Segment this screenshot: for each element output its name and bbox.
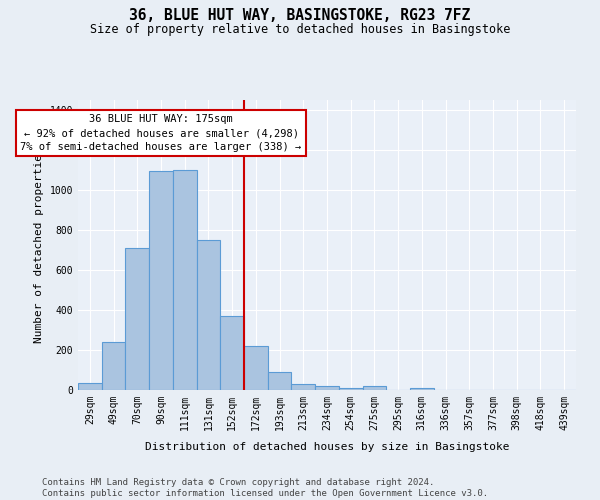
Text: Contains HM Land Registry data © Crown copyright and database right 2024.
Contai: Contains HM Land Registry data © Crown c… bbox=[42, 478, 488, 498]
Bar bbox=[244, 346, 268, 390]
Bar bbox=[197, 240, 220, 390]
Bar bbox=[339, 388, 362, 390]
Text: Size of property relative to detached houses in Basingstoke: Size of property relative to detached ho… bbox=[90, 22, 510, 36]
Bar bbox=[102, 342, 125, 390]
Bar bbox=[149, 171, 173, 390]
Bar bbox=[78, 383, 102, 390]
Bar bbox=[125, 248, 149, 390]
Bar bbox=[315, 386, 339, 390]
Bar bbox=[220, 316, 244, 390]
Bar bbox=[292, 384, 315, 390]
Bar bbox=[410, 388, 434, 390]
Text: Distribution of detached houses by size in Basingstoke: Distribution of detached houses by size … bbox=[145, 442, 509, 452]
Bar bbox=[173, 170, 197, 390]
Bar bbox=[268, 372, 292, 390]
Text: 36, BLUE HUT WAY, BASINGSTOKE, RG23 7FZ: 36, BLUE HUT WAY, BASINGSTOKE, RG23 7FZ bbox=[130, 8, 470, 22]
Text: 36 BLUE HUT WAY: 175sqm
← 92% of detached houses are smaller (4,298)
7% of semi-: 36 BLUE HUT WAY: 175sqm ← 92% of detache… bbox=[20, 114, 302, 152]
Y-axis label: Number of detached properties: Number of detached properties bbox=[34, 147, 44, 343]
Bar bbox=[362, 386, 386, 390]
